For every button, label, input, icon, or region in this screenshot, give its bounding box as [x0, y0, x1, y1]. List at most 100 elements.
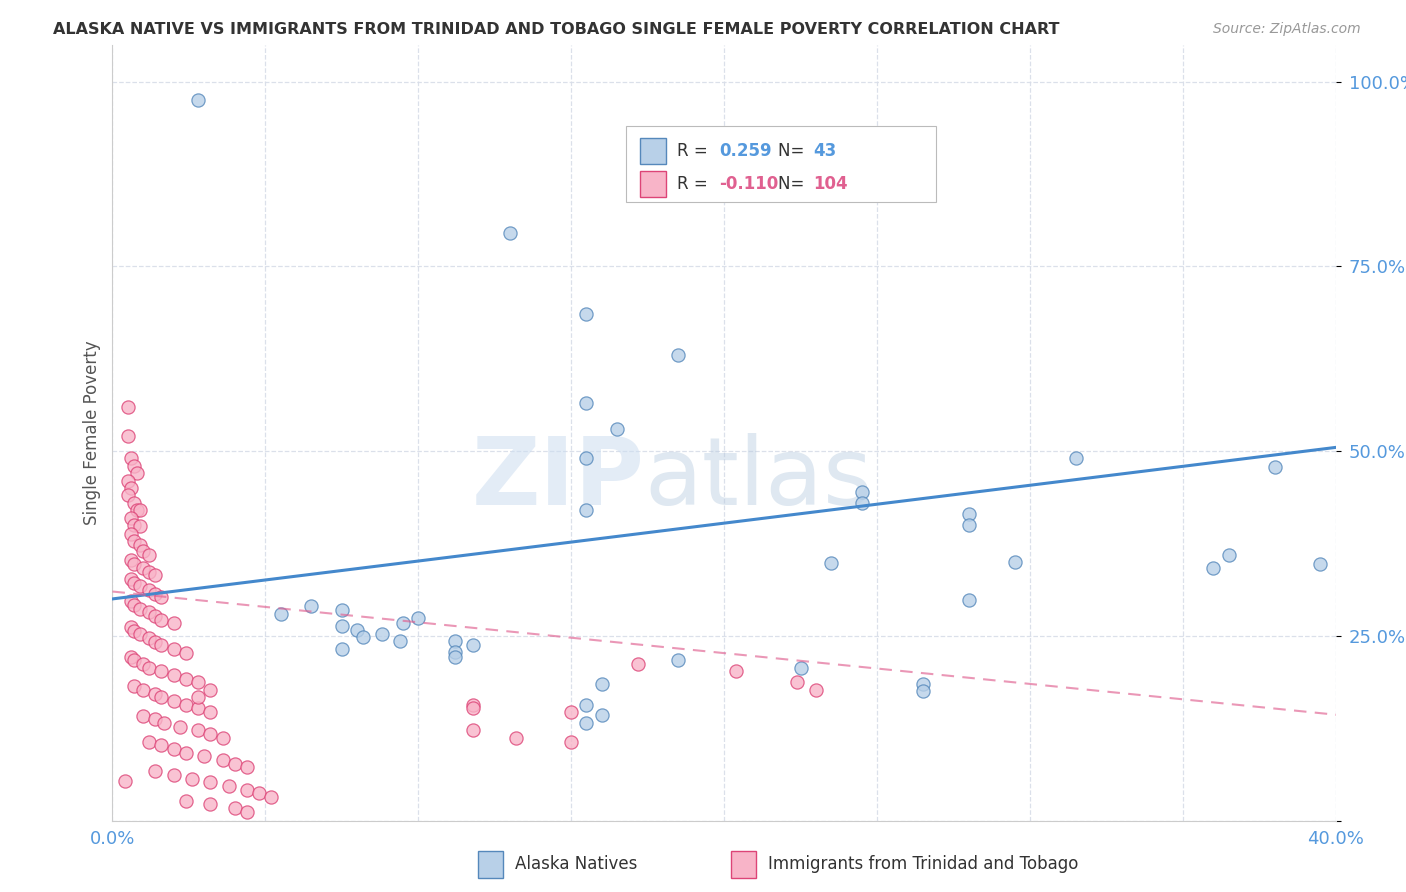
Point [575, 396, 598, 410]
Point [200, 775, 222, 789]
Point [143, 634, 166, 648]
Point [120, 572, 142, 586]
Point [560, 734, 582, 748]
Point [187, 723, 209, 738]
Point [560, 705, 582, 719]
Point [114, 774, 136, 789]
Point [117, 488, 139, 502]
Point [122, 534, 145, 549]
Point [143, 608, 166, 623]
Point [1064, 451, 1087, 466]
Point [187, 701, 209, 715]
Point [120, 553, 142, 567]
Point [163, 642, 186, 657]
Point [200, 705, 222, 719]
Point [957, 507, 980, 521]
Text: Immigrants from Trinidad and Tobago: Immigrants from Trinidad and Tobago [768, 855, 1078, 873]
Point [606, 422, 628, 436]
Point [444, 634, 467, 648]
Point [150, 665, 173, 679]
Text: ZIP: ZIP [471, 434, 644, 525]
Point [224, 756, 246, 771]
Point [236, 760, 259, 774]
Point [181, 772, 204, 786]
Point [129, 519, 152, 533]
Point [1004, 555, 1026, 569]
Text: R =: R = [676, 175, 713, 193]
Point [388, 634, 411, 648]
Text: Source: ZipAtlas.com: Source: ZipAtlas.com [1213, 22, 1361, 37]
Point [122, 598, 145, 612]
Point [575, 451, 598, 466]
Point [138, 660, 160, 674]
Point [330, 642, 353, 657]
Point [575, 698, 598, 712]
Point [1309, 557, 1331, 571]
Text: R =: R = [676, 142, 713, 160]
Point [117, 474, 139, 488]
Point [725, 665, 748, 679]
Point [150, 639, 173, 653]
Point [117, 400, 139, 414]
Point [1264, 460, 1286, 475]
Point [129, 627, 152, 641]
Point [352, 631, 374, 645]
Point [132, 561, 155, 575]
Point [1218, 548, 1240, 562]
Point [120, 594, 142, 608]
Point [132, 544, 155, 558]
Point [575, 307, 598, 321]
Point [575, 716, 598, 731]
Point [150, 690, 173, 705]
Point [236, 805, 259, 819]
Point [132, 682, 155, 697]
Point [120, 510, 142, 524]
Point [499, 226, 522, 240]
Point [187, 675, 209, 690]
Point [627, 657, 650, 671]
Point [120, 527, 142, 541]
Text: -0.110: -0.110 [718, 175, 779, 193]
Point [138, 605, 160, 619]
Point [143, 764, 166, 778]
Point [200, 682, 222, 697]
Point [163, 616, 186, 631]
Point [330, 619, 353, 633]
Point [346, 623, 368, 637]
Point [138, 631, 160, 645]
Point [851, 496, 873, 510]
Point [957, 518, 980, 533]
Point [392, 615, 415, 630]
Point [591, 677, 613, 691]
Text: 43: 43 [813, 142, 837, 160]
Point [804, 682, 827, 697]
Point [125, 467, 148, 481]
Y-axis label: Single Female Poverty: Single Female Poverty [83, 341, 101, 524]
Point [143, 587, 166, 601]
Point [129, 579, 152, 593]
Point [575, 503, 598, 517]
Point [122, 458, 145, 473]
Point [911, 677, 934, 691]
Point [851, 484, 873, 499]
Point [174, 746, 197, 760]
Point [120, 620, 142, 634]
Point [187, 93, 209, 107]
Point [200, 797, 222, 812]
Point [200, 727, 222, 741]
Point [174, 698, 197, 712]
Point [138, 548, 160, 562]
Point [444, 645, 467, 659]
Point [163, 668, 186, 682]
Point [463, 701, 485, 715]
Point [211, 753, 233, 767]
Point [125, 503, 148, 517]
Point [370, 626, 392, 640]
Point [153, 716, 176, 731]
Text: ALASKA NATIVE VS IMMIGRANTS FROM TRINIDAD AND TOBAGO SINGLE FEMALE POVERTY CORRE: ALASKA NATIVE VS IMMIGRANTS FROM TRINIDA… [53, 22, 1060, 37]
Point [463, 723, 485, 738]
Point [122, 496, 145, 510]
Point [132, 708, 155, 723]
Point [1355, 655, 1378, 669]
Point [138, 734, 160, 748]
